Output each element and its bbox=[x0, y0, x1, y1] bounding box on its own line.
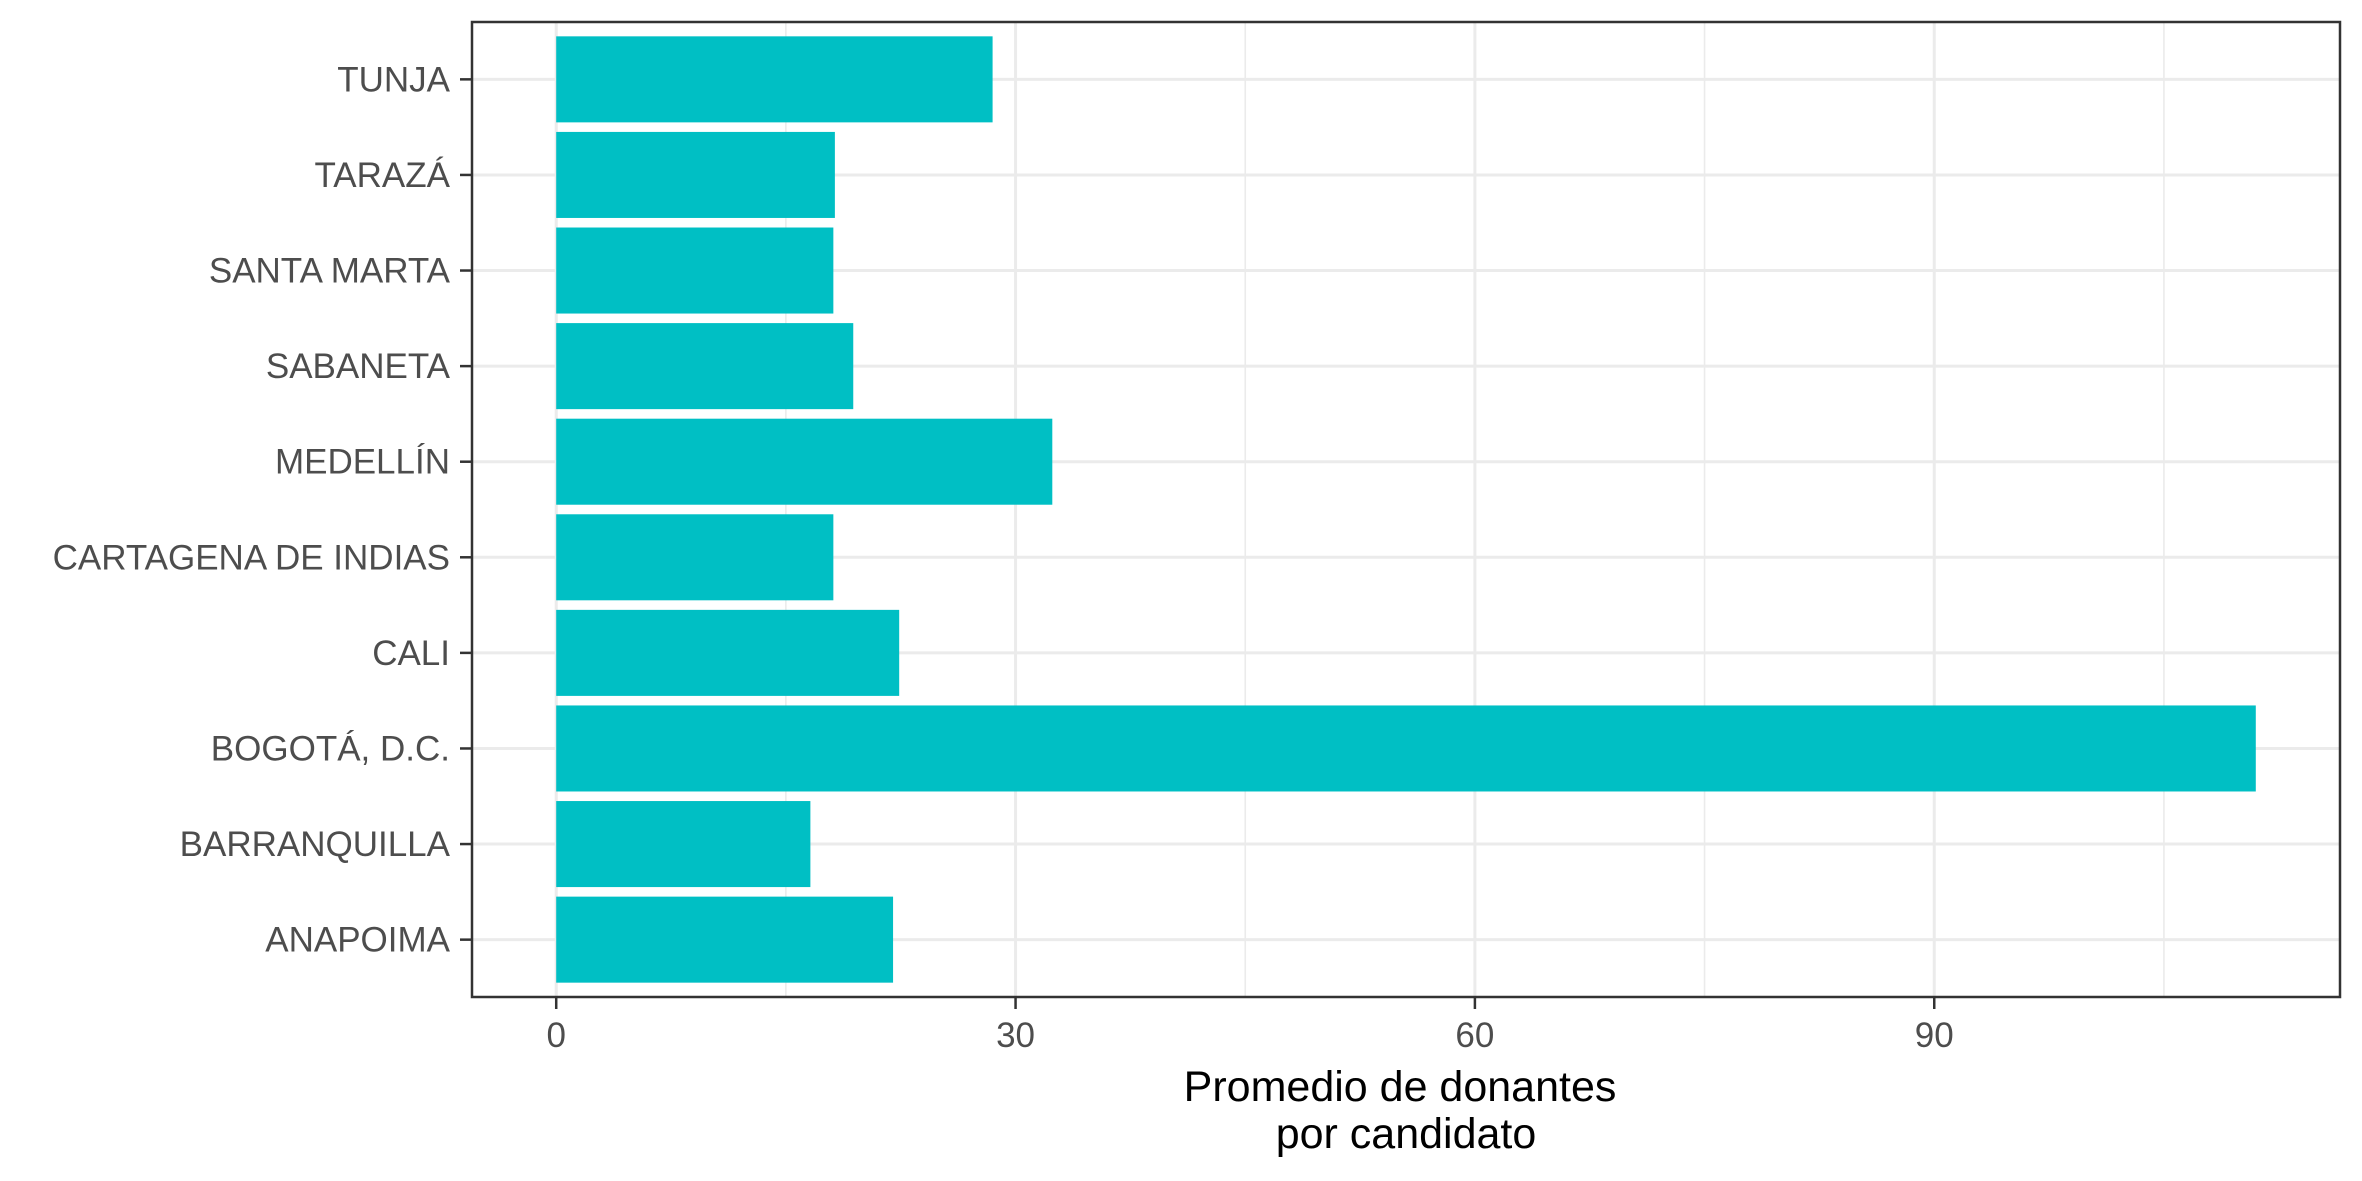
category-label: SABANETA bbox=[266, 347, 451, 386]
bar bbox=[556, 36, 993, 123]
bar bbox=[556, 131, 835, 218]
bar bbox=[556, 609, 900, 696]
bar bbox=[556, 705, 2256, 792]
x-axis-ticks bbox=[554, 997, 1936, 1009]
category-label: MEDELLÍN bbox=[275, 443, 450, 482]
category-label: TARAZÁ bbox=[315, 156, 451, 195]
x-axis-title-line-1: Promedio de donantes bbox=[1184, 1063, 1617, 1111]
bar bbox=[556, 323, 854, 410]
y-axis-labels: ANAPOIMA BARRANQUILLA BOGOTÁ, D.C. CALI CART… bbox=[53, 60, 451, 959]
category-label: TUNJA bbox=[337, 60, 450, 99]
bar bbox=[556, 418, 1053, 505]
category-label: CALI bbox=[372, 634, 450, 673]
x-tick-label: 30 bbox=[996, 1016, 1035, 1055]
category-label: ANAPOIMA bbox=[265, 921, 450, 960]
bars bbox=[556, 36, 2256, 983]
category-label: BARRANQUILLA bbox=[180, 825, 451, 864]
bar bbox=[556, 514, 834, 601]
bar bbox=[556, 227, 834, 314]
x-axis-labels: 0 30 60 90 bbox=[546, 1016, 1953, 1055]
x-tick-label: 90 bbox=[1915, 1016, 1954, 1055]
category-label: CARTAGENA DE INDIAS bbox=[53, 538, 450, 577]
x-tick-label: 60 bbox=[1455, 1016, 1494, 1055]
x-axis-title-line-2: por candidato bbox=[1276, 1110, 1537, 1158]
panel-border bbox=[470, 20, 2342, 999]
category-label: BOGOTÁ, D.C. bbox=[211, 729, 450, 768]
bar bbox=[556, 896, 894, 983]
category-label: SANTA MARTA bbox=[209, 252, 451, 291]
y-axis-ticks bbox=[460, 78, 472, 941]
x-tick-label: 0 bbox=[546, 1016, 565, 1055]
bar bbox=[556, 801, 811, 888]
x-axis-title: Promedio de donantes por candidato bbox=[1184, 1063, 1629, 1158]
